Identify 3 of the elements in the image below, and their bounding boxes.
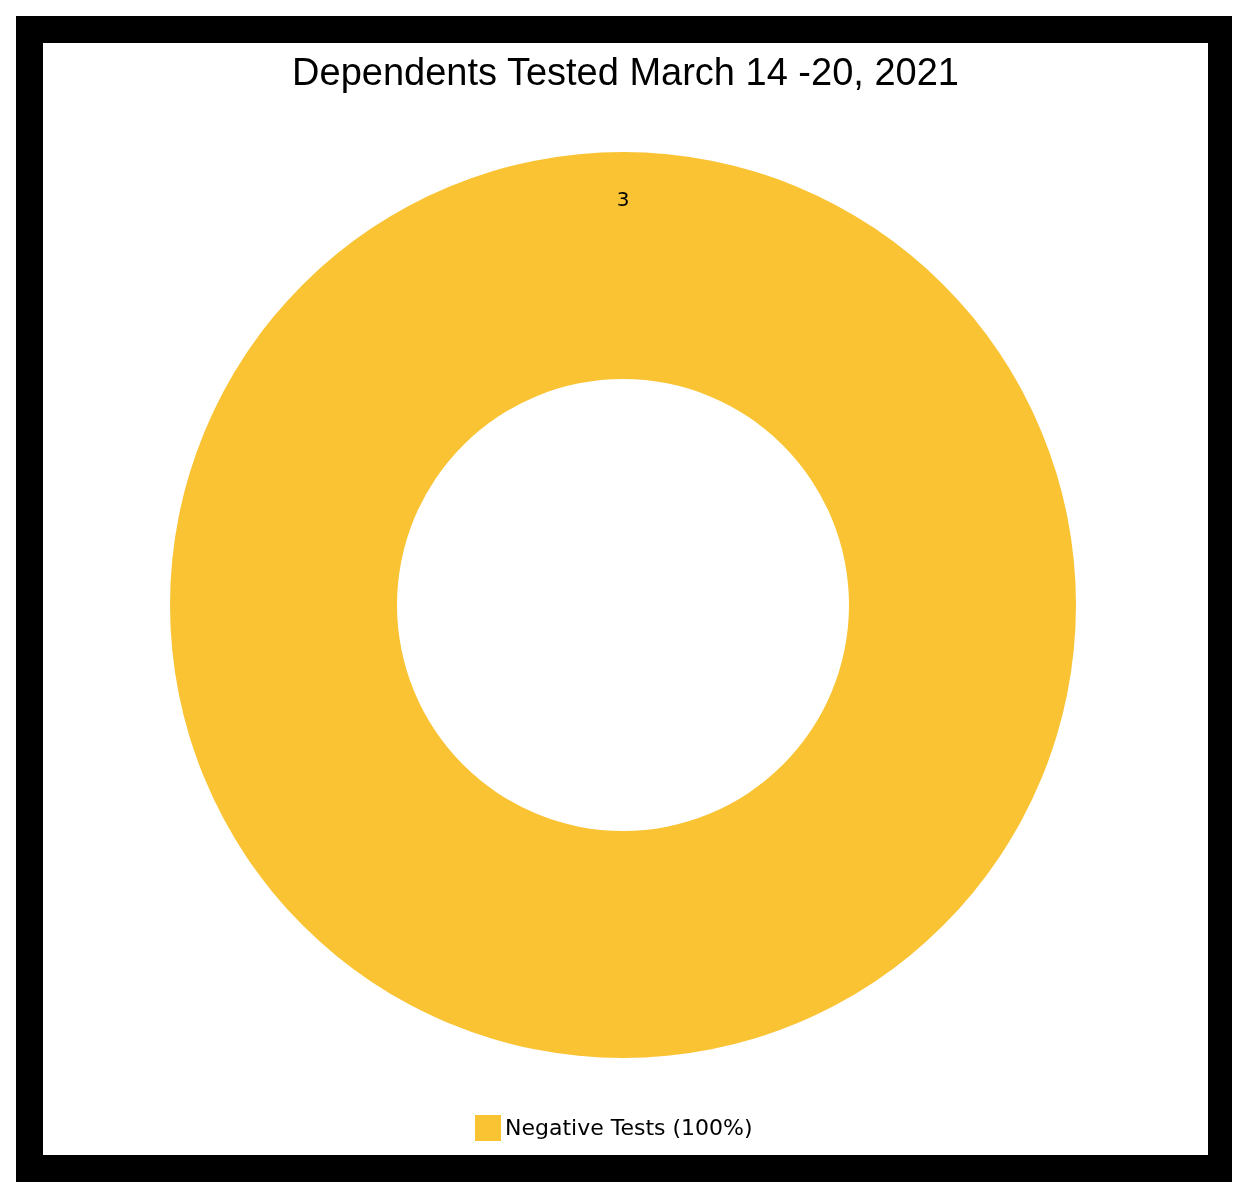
legend-label: Negative Tests (100%) bbox=[505, 1115, 753, 1140]
data-label: 3 bbox=[616, 187, 630, 211]
chart-title: Dependents Tested March 14 -20, 2021 bbox=[292, 51, 959, 93]
